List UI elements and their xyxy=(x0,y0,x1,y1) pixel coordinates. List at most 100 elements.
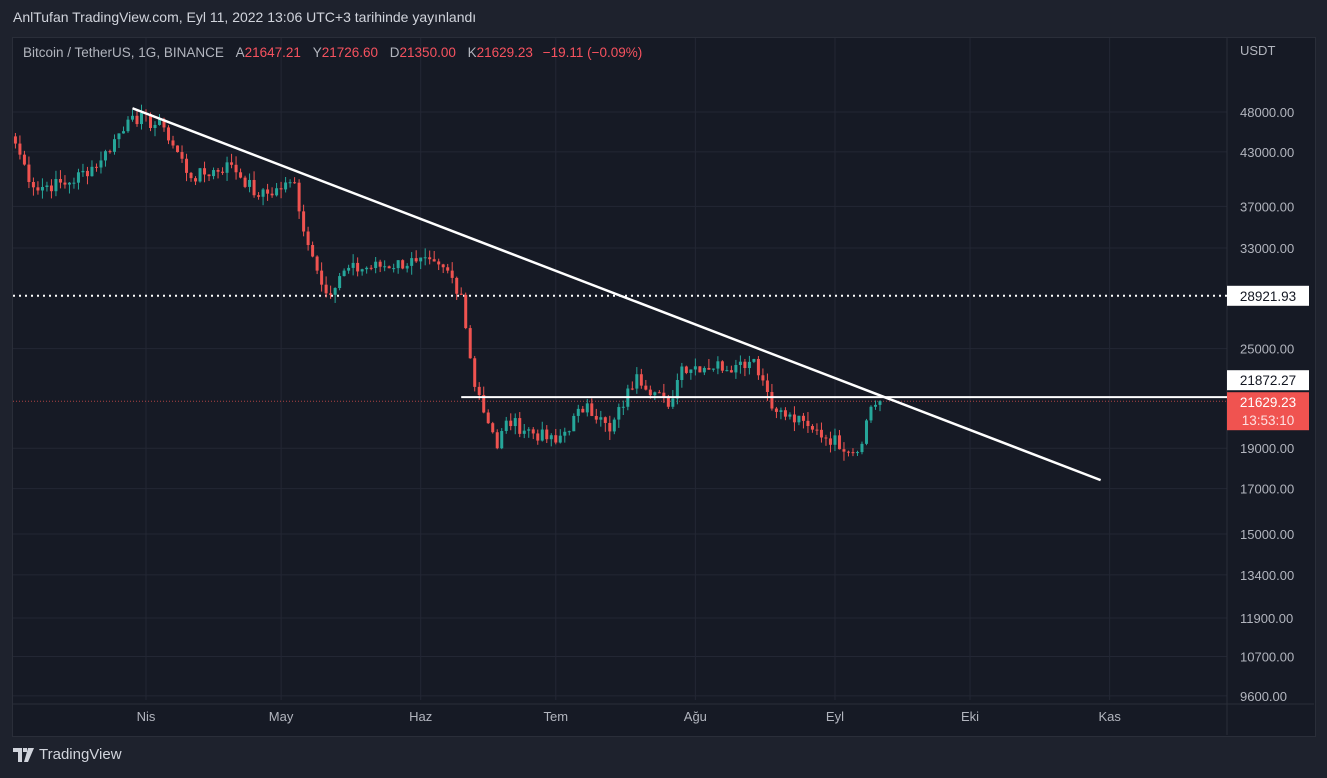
candle-body xyxy=(369,267,373,269)
candle-body xyxy=(675,380,679,399)
candle-body xyxy=(851,452,855,454)
candle-body xyxy=(239,172,243,178)
candle-body xyxy=(347,267,351,271)
candle-body xyxy=(792,414,796,423)
candle-body xyxy=(599,417,603,420)
candle-body xyxy=(450,270,454,278)
candle-body xyxy=(58,178,62,183)
candle-body xyxy=(531,429,535,434)
open-value: 21647.21 xyxy=(244,45,301,60)
candle-body xyxy=(657,392,661,394)
open-label: A xyxy=(235,45,245,60)
price-tick-label: 13400.00 xyxy=(1240,568,1294,583)
candle-body xyxy=(45,185,49,188)
candle-body xyxy=(306,231,310,246)
candle-body xyxy=(783,410,787,417)
candle-body xyxy=(594,415,598,420)
candle-body xyxy=(635,374,639,389)
candle-body xyxy=(846,451,850,453)
candle-body xyxy=(234,164,238,173)
candle-body xyxy=(338,276,342,289)
candle-body xyxy=(446,267,450,271)
price-tick-label: 17000.00 xyxy=(1240,482,1294,497)
candle-body xyxy=(49,185,53,192)
candle-body xyxy=(333,288,337,295)
time-tick-label: Ağu xyxy=(684,709,707,724)
candle-body xyxy=(225,162,229,173)
candle-body xyxy=(689,369,693,373)
candle-body xyxy=(288,182,292,184)
candle-body xyxy=(680,366,684,381)
candle-body xyxy=(806,420,810,427)
candle-body xyxy=(810,426,814,430)
candle-body xyxy=(414,258,418,262)
candle-body xyxy=(99,160,103,168)
price-tick-label: 25000.00 xyxy=(1240,342,1294,357)
candle-body xyxy=(419,257,423,262)
candle-body xyxy=(383,266,387,268)
candle-body xyxy=(684,366,688,373)
candle-body xyxy=(185,158,189,173)
candle-body xyxy=(126,119,130,132)
candle-body xyxy=(734,364,738,373)
candle-body xyxy=(653,392,657,396)
candle-body xyxy=(617,407,621,420)
candle-body xyxy=(522,430,526,434)
candle-body xyxy=(648,389,652,396)
candle-body xyxy=(297,182,301,212)
candle-body xyxy=(167,127,171,141)
time-tick-label: Nis xyxy=(137,709,156,724)
symbol-label[interactable]: Bitcoin / TetherUS, 1G, BINANCE xyxy=(23,45,224,60)
candle-body xyxy=(257,195,261,197)
candle-body xyxy=(180,152,184,159)
tradingview-logo[interactable]: TradingView xyxy=(13,746,122,763)
candle-body xyxy=(545,429,549,440)
candle-body xyxy=(76,172,80,183)
price-tick-label: 48000.00 xyxy=(1240,105,1294,120)
candle-body xyxy=(356,262,360,272)
candle-body xyxy=(536,433,540,441)
candle-body xyxy=(707,367,711,370)
candle-body xyxy=(752,358,756,362)
candle-body xyxy=(864,420,868,444)
dotted-level-tag-bg xyxy=(1227,285,1309,306)
high-value: 21726.60 xyxy=(321,45,379,60)
candle-body xyxy=(486,412,490,424)
close-label: K xyxy=(467,45,477,60)
ohlc-legend: Bitcoin / TetherUS, 1G, BINANCE A21647.2… xyxy=(23,45,642,60)
candle-body xyxy=(513,418,517,427)
candle-body xyxy=(405,265,409,269)
currency-label: USDT xyxy=(1240,43,1275,58)
candle-body xyxy=(252,179,256,196)
candle-body xyxy=(500,431,504,449)
candle-body xyxy=(293,182,297,184)
candle-body xyxy=(540,429,544,441)
candle-body xyxy=(31,182,35,188)
candle-body xyxy=(360,269,364,272)
support-level-tag: 21872.27 xyxy=(1240,373,1296,388)
price-tick-label: 11900.00 xyxy=(1240,611,1293,626)
candle-body xyxy=(554,435,558,443)
candle-body xyxy=(666,397,670,407)
candle-body xyxy=(212,170,216,177)
candle-body xyxy=(662,392,666,398)
candle-body xyxy=(482,395,486,413)
candle-body xyxy=(711,368,715,370)
candle-body xyxy=(873,404,877,407)
high-label: Y xyxy=(312,45,322,60)
candle-body xyxy=(504,420,508,432)
candle-body xyxy=(279,188,283,190)
brand-label: TradingView xyxy=(39,746,122,763)
candle-body xyxy=(130,115,134,120)
candle-body xyxy=(765,380,769,392)
time-tick-label: Haz xyxy=(409,709,432,724)
candle-body xyxy=(401,260,405,269)
candle-body xyxy=(81,170,85,173)
candle-body xyxy=(248,179,252,187)
candle-body xyxy=(392,268,396,270)
candle-body xyxy=(243,177,247,187)
candle-body xyxy=(747,361,751,369)
candle-body xyxy=(572,415,576,432)
candle-body xyxy=(410,258,414,266)
